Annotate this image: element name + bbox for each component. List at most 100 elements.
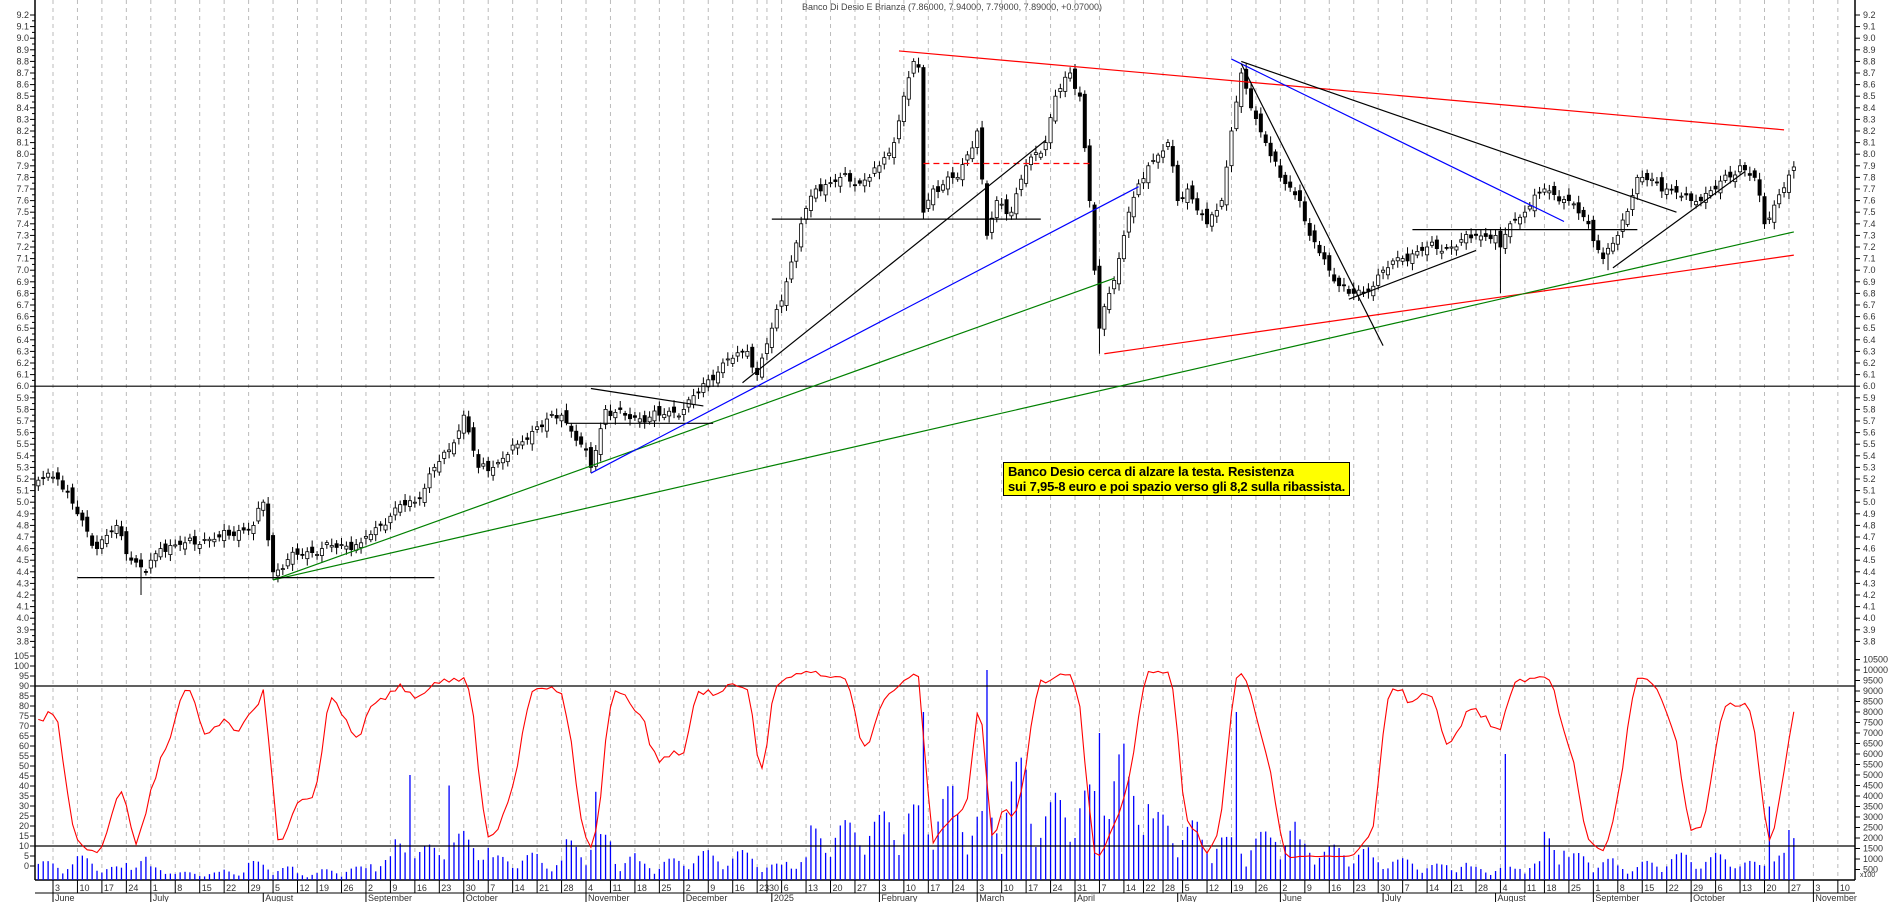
candle-body	[1425, 246, 1430, 256]
candle-body	[1777, 194, 1782, 205]
candle	[706, 374, 711, 392]
candle	[1165, 139, 1170, 150]
x-tick-label: 23	[1356, 883, 1366, 893]
candle-body	[491, 466, 496, 476]
candle-body	[1576, 202, 1581, 214]
candle-body	[1205, 208, 1210, 225]
price-tick-label: 8.3	[16, 114, 29, 124]
x-tick-label: 31	[1077, 883, 1087, 893]
candle	[1762, 192, 1767, 229]
candle-body	[1473, 233, 1478, 236]
candle	[931, 185, 936, 211]
candle-body	[940, 184, 945, 191]
x-tick-label: 3	[979, 883, 984, 893]
price-tick-label: 5.5	[1863, 439, 1876, 449]
price-tick-label: 5.9	[1863, 393, 1876, 403]
x-tick-label: 12	[300, 883, 310, 893]
candle-body	[1498, 230, 1503, 248]
candle-body	[1195, 198, 1200, 211]
candle-body	[1346, 289, 1351, 294]
x-tick-label: 8	[1620, 883, 1625, 893]
candle	[251, 521, 256, 541]
candle	[711, 369, 716, 387]
candle	[1175, 160, 1180, 206]
trendline	[272, 277, 1115, 581]
candle	[1645, 169, 1650, 187]
candle	[1444, 244, 1449, 251]
candle-body	[921, 67, 926, 213]
candle-body	[1654, 181, 1659, 184]
candle	[319, 541, 324, 563]
candle	[290, 546, 295, 571]
candle	[892, 137, 897, 165]
price-tick-label: 5.5	[16, 439, 29, 449]
candle	[784, 277, 789, 311]
candle-body	[222, 530, 227, 542]
candle	[1107, 286, 1112, 314]
candle-body	[1650, 178, 1655, 181]
candle-body	[916, 64, 921, 68]
candle	[192, 529, 197, 551]
candle-body	[1493, 234, 1498, 244]
candle	[1640, 170, 1645, 185]
candle-body	[1234, 101, 1239, 130]
candle	[1532, 188, 1537, 218]
candle-body	[872, 167, 877, 174]
candle	[236, 524, 241, 548]
candle-body	[51, 476, 56, 479]
volume-tick-label: 5500	[1863, 760, 1883, 770]
candle	[535, 420, 540, 433]
x-tick-label: 14	[1126, 883, 1136, 893]
price-tick-label: 8.8	[1863, 56, 1876, 66]
candle	[984, 180, 989, 240]
candle	[466, 410, 471, 435]
candle-body	[1542, 188, 1547, 193]
x-tick-label: 5	[1185, 883, 1190, 893]
x-tick-label: 1	[153, 883, 158, 893]
candle	[1689, 191, 1694, 208]
candle	[1777, 188, 1782, 209]
candle-body	[1478, 235, 1483, 241]
candle	[1058, 83, 1063, 99]
candle	[310, 540, 315, 558]
candle	[197, 541, 202, 554]
x-tick-label: 7	[490, 883, 495, 893]
chart-title: Banco Di Desio E Brianza (7.86000, 7.940…	[802, 2, 1102, 12]
candle-body	[1151, 160, 1156, 162]
candle-body	[1513, 218, 1518, 221]
candle	[1151, 153, 1156, 165]
candle	[911, 58, 916, 78]
candle-body	[877, 165, 882, 173]
candle	[178, 535, 183, 551]
candle-body	[1625, 211, 1630, 225]
candle-body	[745, 350, 750, 357]
candle-body	[1762, 196, 1767, 225]
candle-body	[965, 154, 970, 161]
candle-body	[1659, 177, 1664, 192]
price-tick-label: 6.0	[1863, 381, 1876, 391]
candle	[280, 564, 285, 576]
candle-body	[1547, 190, 1552, 194]
candle-body	[290, 551, 295, 565]
x-tick-label: 20	[833, 883, 843, 893]
volume-unit-label: x100	[1860, 872, 1876, 879]
osc-tick-label: 30	[19, 801, 29, 811]
candle-body	[1239, 72, 1244, 108]
candle-body	[1606, 247, 1611, 255]
candle-body	[412, 501, 417, 504]
candle-body	[1434, 239, 1439, 249]
candle-body	[1782, 187, 1787, 193]
candle	[143, 568, 148, 576]
x-tick-label: 17	[104, 883, 114, 893]
candle	[852, 177, 857, 192]
price-tick-label: 7.5	[16, 207, 29, 217]
price-tick-label: 4.5	[16, 555, 29, 565]
candle	[173, 539, 178, 549]
candle	[1488, 229, 1493, 244]
candle	[339, 538, 344, 550]
price-tick-label: 9.0	[1863, 33, 1876, 43]
candle-body	[187, 537, 192, 541]
candle	[1239, 67, 1244, 113]
candle	[1654, 176, 1659, 186]
candle-body	[1757, 179, 1762, 196]
